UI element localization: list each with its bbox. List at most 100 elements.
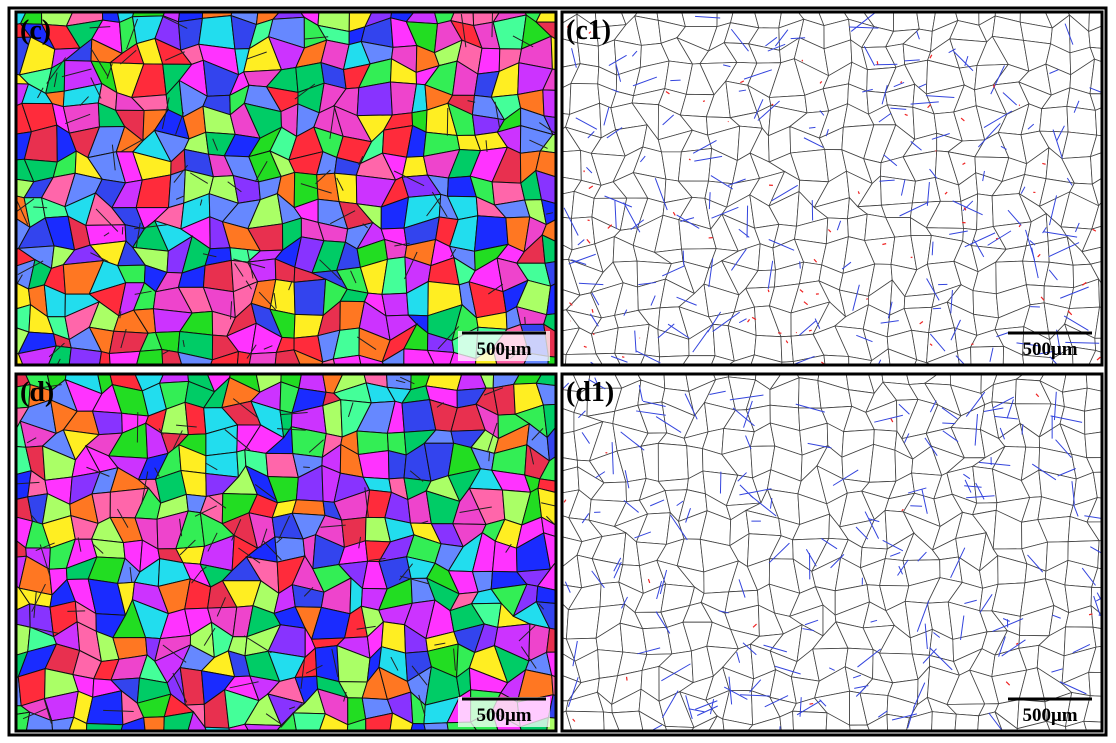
- twin-boundary: [613, 561, 622, 579]
- twin-boundary: [103, 709, 134, 712]
- twin-boundary: [531, 428, 544, 441]
- twin-boundary: [1006, 399, 1014, 419]
- twin-boundary: [1060, 286, 1089, 299]
- grain: [535, 585, 556, 604]
- twin-boundary: [606, 127, 623, 139]
- grain: [954, 713, 980, 731]
- grain: [543, 115, 556, 136]
- low-angle-boundary: [809, 702, 814, 705]
- grain: [1091, 200, 1102, 230]
- grain: [291, 499, 326, 516]
- twin-boundary: [350, 270, 357, 284]
- twin-boundary: [1055, 439, 1072, 458]
- twin-boundary: [856, 334, 873, 343]
- twin-boundary: [667, 323, 690, 339]
- twin-boundary: [768, 542, 790, 564]
- twin-boundary: [16, 481, 40, 485]
- twin-boundary: [238, 547, 261, 564]
- twin-boundary: [924, 623, 928, 650]
- twin-boundary: [1021, 424, 1024, 435]
- twin-boundary: [848, 26, 879, 29]
- grain: [120, 716, 146, 731]
- twin-boundary: [199, 199, 203, 206]
- low-angle-boundary: [586, 239, 591, 244]
- twin-boundary: [638, 281, 657, 286]
- twin-boundary: [904, 59, 920, 62]
- twin-boundary: [711, 206, 739, 219]
- twin-boundary: [1073, 100, 1080, 113]
- twin-boundary: [1096, 592, 1102, 603]
- grain: [535, 601, 556, 630]
- twin-boundary: [358, 155, 364, 166]
- grain: [1084, 387, 1102, 412]
- twin-boundary: [931, 241, 934, 256]
- twin-boundary: [571, 259, 587, 265]
- twin-boundary: [950, 547, 966, 579]
- twin-boundary: [929, 333, 946, 352]
- low-angle-boundary: [900, 81, 903, 84]
- twin-boundary: [696, 705, 718, 716]
- grain: [611, 710, 644, 731]
- twin-boundary: [79, 96, 89, 107]
- twin-boundary: [16, 274, 23, 287]
- twin-boundary: [955, 355, 966, 365]
- grain: [540, 198, 556, 226]
- twin-boundary: [262, 540, 282, 561]
- twin-boundary: [165, 51, 185, 61]
- twin-boundary: [1007, 209, 1022, 226]
- twin-boundary: [805, 549, 817, 567]
- twin-boundary: [685, 508, 691, 523]
- twin-boundary: [288, 706, 296, 710]
- twin-boundary: [880, 320, 899, 324]
- twin-boundary: [399, 376, 415, 385]
- grain: [143, 716, 165, 731]
- scale-bar-label: 500μm: [476, 339, 531, 360]
- twin-boundary: [258, 291, 277, 311]
- twin-boundary: [485, 140, 488, 152]
- twin-boundary: [910, 505, 923, 507]
- twin-boundary: [43, 698, 52, 724]
- twin-boundary: [996, 331, 1010, 338]
- twin-boundary: [1048, 242, 1080, 258]
- low-angle-boundary: [688, 158, 691, 161]
- grain: [98, 350, 111, 365]
- twin-boundary: [1081, 567, 1096, 586]
- twin-boundary: [37, 87, 44, 99]
- twin-boundary: [712, 311, 740, 332]
- grain: [356, 81, 393, 117]
- twin-boundary: [277, 428, 306, 431]
- twin-boundary: [829, 667, 835, 671]
- grain: [25, 711, 54, 731]
- twin-boundary: [182, 339, 185, 347]
- twin-boundary: [918, 83, 927, 88]
- grains: [16, 12, 556, 365]
- grain: [541, 234, 556, 264]
- twin-boundary: [893, 81, 905, 88]
- grain: [847, 213, 868, 241]
- twin-boundary: [650, 295, 656, 306]
- twin-boundary: [898, 403, 910, 415]
- grain: [536, 560, 556, 591]
- twin-boundary: [589, 313, 599, 327]
- twin-boundary: [910, 141, 922, 151]
- twin-boundary: [234, 263, 244, 277]
- twin-boundary: [358, 536, 362, 549]
- twin-boundary: [887, 301, 893, 319]
- twin-boundary: [232, 398, 259, 419]
- twin-boundary: [953, 50, 974, 72]
- twin-boundary: [562, 382, 570, 391]
- grain: [1090, 152, 1102, 185]
- twin-boundary: [420, 520, 429, 524]
- twin-boundary: [246, 51, 267, 60]
- twin-boundary: [1027, 554, 1044, 573]
- twin-boundary: [989, 347, 994, 362]
- grain: [866, 713, 888, 731]
- low-angle-boundary: [995, 237, 998, 240]
- twin-boundaries: [16, 376, 556, 731]
- twin-boundary: [738, 89, 747, 92]
- twin-boundary: [769, 498, 773, 509]
- grain: [86, 722, 124, 731]
- grain: [562, 710, 573, 731]
- twin-boundary: [1002, 92, 1017, 106]
- grain: [1086, 521, 1102, 542]
